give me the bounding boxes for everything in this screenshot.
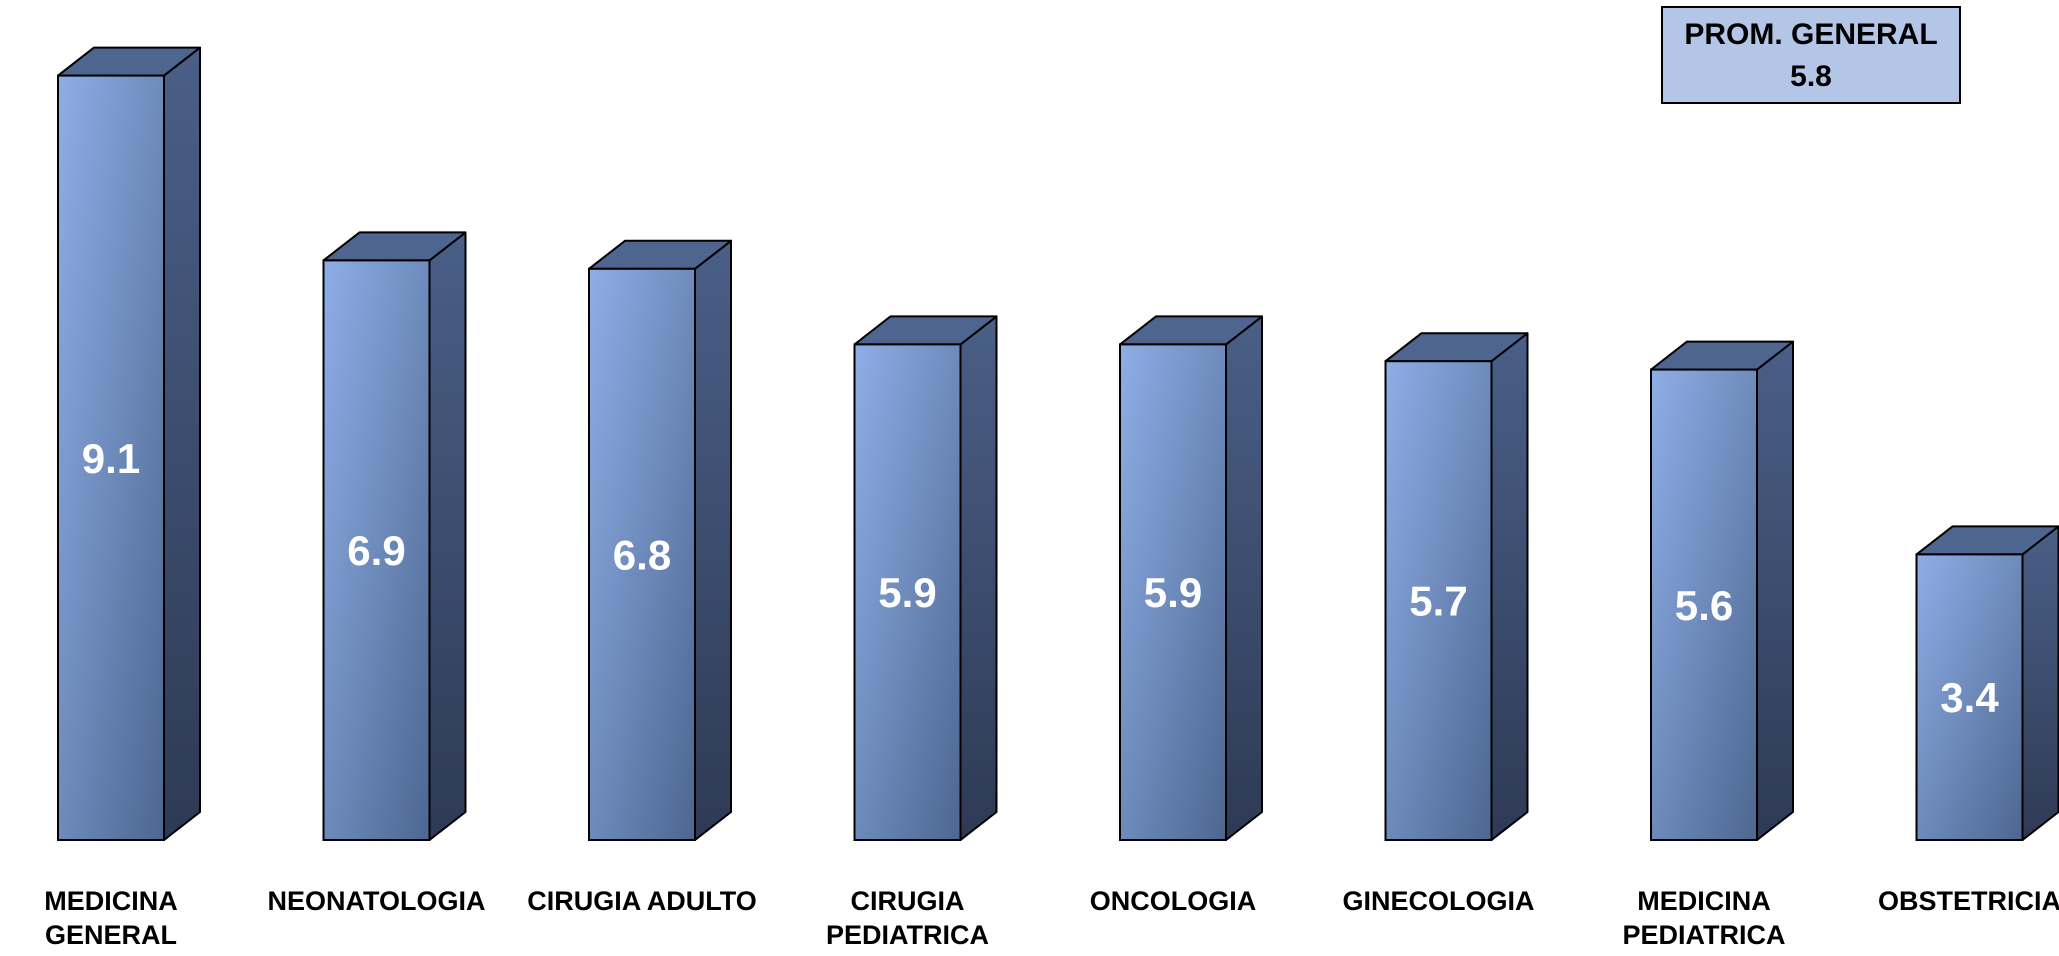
category-label: CIRUGIA ADULTO (527, 886, 757, 916)
bar-7: 5.6 (1650, 340, 1794, 841)
category-label: MEDICINA PEDIATRICA (1622, 886, 1786, 950)
bar-front (322, 259, 431, 841)
average-summary-value: 5.8 (1790, 60, 1832, 93)
bar-side (1490, 332, 1529, 841)
bar-2: 6.9 (322, 231, 467, 841)
data-label: 6.8 (613, 531, 671, 578)
average-summary-title: PROM. GENERAL (1684, 18, 1938, 51)
category-label: NEONATOLOGIA (267, 886, 486, 916)
bar-side (2021, 525, 2059, 841)
category-label: MEDICINA GENERAL (44, 886, 178, 950)
bar-side (694, 239, 732, 841)
bar-front (1915, 553, 2024, 842)
bars-group: 9.1 6.9 6.8 5.9 5.9 5.7 5.6 3.4 (57, 46, 2059, 842)
category-label: CIRUGIA PEDIATRICA (825, 886, 989, 950)
bar-front (1119, 343, 1227, 841)
category-label: ONCOLOGIA (1089, 886, 1257, 916)
data-label: 5.9 (878, 569, 936, 616)
bar-front (57, 74, 165, 842)
category-label: OBSTETRICIA (1877, 886, 2059, 916)
bar-side (428, 231, 467, 841)
bar-6: 5.7 (1384, 332, 1529, 841)
bar-1: 9.1 (57, 46, 201, 842)
bar-4: 5.9 (853, 315, 998, 841)
data-label: 6.9 (347, 527, 405, 574)
bar-side (1225, 315, 1263, 841)
average-summary-box: PROM. GENERAL 5.8 (1661, 6, 1961, 104)
bar-front (1384, 360, 1493, 841)
data-label: 9.1 (82, 435, 140, 482)
data-label: 5.6 (1675, 582, 1733, 629)
bar-front (588, 267, 696, 841)
category-label: GINECOLOGIA (1342, 886, 1535, 916)
bar-front (853, 343, 962, 841)
bar-front (1650, 368, 1758, 841)
data-label: 5.7 (1409, 578, 1467, 625)
bar-side (1756, 340, 1794, 841)
data-label: 5.9 (1144, 569, 1202, 616)
data-label: 3.4 (1940, 674, 1999, 721)
bar-side (959, 315, 998, 841)
bar-3: 6.8 (588, 239, 732, 841)
bar-8: 3.4 (1915, 525, 2059, 842)
bar-side (163, 46, 201, 841)
bar-5: 5.9 (1119, 315, 1263, 841)
